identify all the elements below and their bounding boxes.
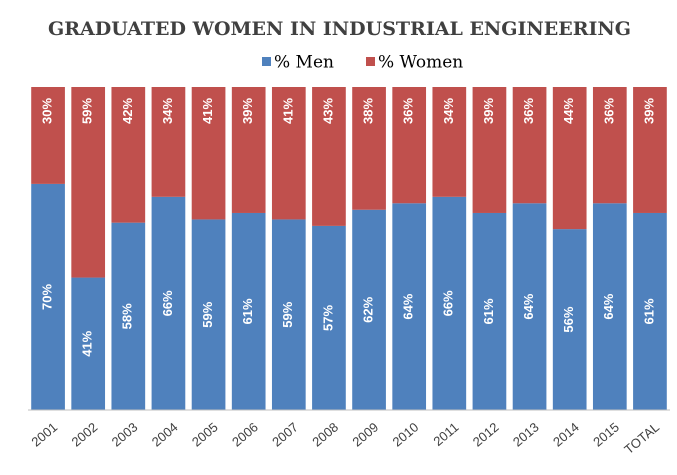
- data-label: 36%: [401, 98, 416, 124]
- data-label: 39%: [240, 98, 255, 124]
- data-label: 39%: [481, 98, 496, 124]
- x-tick-label: 2005: [189, 419, 221, 449]
- data-label: 61%: [481, 298, 496, 324]
- data-label: 70%: [40, 284, 55, 310]
- bar-segment: [111, 87, 146, 223]
- bar-segment: [472, 212, 507, 410]
- data-label: 43%: [320, 98, 335, 124]
- data-label: 64%: [521, 293, 536, 319]
- x-tick-label: 2011: [430, 419, 461, 448]
- data-label: 57%: [320, 305, 335, 331]
- data-label: 30%: [40, 98, 55, 124]
- bar-segment: [31, 87, 65, 184]
- bar-segment: [191, 87, 226, 220]
- x-tick-label: 2014: [550, 419, 582, 449]
- bar-segment: [592, 203, 627, 410]
- data-label: 62%: [361, 296, 376, 322]
- data-label: 34%: [160, 98, 175, 124]
- bar-segment: [271, 87, 306, 220]
- bar-segment: [231, 212, 266, 410]
- bar-segment: [432, 196, 467, 410]
- data-label: 41%: [200, 98, 215, 124]
- x-tick-label: 2001: [28, 419, 60, 449]
- data-label: 36%: [601, 98, 616, 124]
- x-tick-label: 2002: [69, 419, 101, 449]
- bar-segment: [191, 219, 226, 410]
- bar-segment: [271, 219, 306, 410]
- data-label: 34%: [441, 98, 456, 124]
- data-label: 42%: [120, 98, 135, 124]
- data-label: 61%: [240, 298, 255, 324]
- data-label: 59%: [80, 98, 95, 124]
- bar-segment: [111, 222, 146, 410]
- x-tick-label: 2004: [149, 419, 181, 449]
- data-label: 64%: [401, 293, 416, 319]
- data-label: 44%: [561, 98, 576, 124]
- x-tick-label: TOTAL: [621, 419, 662, 457]
- bar-segment: [312, 87, 346, 226]
- x-tick-label: 2012: [470, 419, 502, 449]
- x-tick-label: 2009: [349, 419, 381, 449]
- legend-label: % Women: [378, 53, 463, 73]
- bar-segment: [552, 87, 587, 230]
- bar-segment: [392, 87, 427, 204]
- data-label: 58%: [120, 303, 135, 329]
- x-tick-label: 2010: [390, 419, 422, 449]
- legend-label: % Men: [274, 53, 334, 73]
- legend-swatch: [366, 57, 375, 66]
- bar-segment: [392, 203, 427, 410]
- bar-segment: [352, 87, 386, 210]
- data-label: 36%: [521, 98, 536, 124]
- bar-segment: [633, 212, 667, 410]
- x-tick-label: 2008: [309, 419, 341, 449]
- chart-title: GRADUATED WOMEN IN INDUSTRIAL ENGINEERIN…: [48, 18, 631, 40]
- bar-segment: [472, 87, 507, 213]
- bar-segment: [432, 87, 467, 197]
- bar-segment: [151, 87, 186, 197]
- data-label: 56%: [561, 306, 576, 332]
- x-tick-label: 2003: [109, 419, 141, 449]
- data-label: 64%: [601, 293, 616, 319]
- bar-segment: [71, 277, 106, 410]
- data-label: 41%: [80, 330, 95, 356]
- bar-segment: [312, 225, 346, 410]
- data-label: 59%: [200, 301, 215, 327]
- bar-segment: [352, 209, 386, 410]
- x-tick-label: 2013: [510, 419, 542, 449]
- bar-segment: [592, 87, 627, 204]
- data-label: 39%: [641, 98, 656, 124]
- x-tick-label: 2006: [229, 419, 261, 449]
- data-label: 66%: [160, 290, 175, 316]
- bar-segment: [512, 203, 547, 410]
- x-tick-label: 2015: [590, 419, 622, 449]
- legend-swatch: [262, 57, 271, 66]
- data-label: 66%: [441, 290, 456, 316]
- bar-segment: [552, 229, 587, 410]
- data-label: 59%: [280, 301, 295, 327]
- bar-segment: [512, 87, 547, 204]
- bar-segment: [231, 87, 266, 213]
- x-tick-label: 2007: [269, 419, 301, 449]
- bar-segment: [71, 87, 106, 278]
- bar-segment: [151, 196, 186, 410]
- bar-segment: [633, 87, 667, 213]
- data-label: 41%: [280, 98, 295, 124]
- bar-segment: [31, 183, 65, 410]
- data-label: 38%: [361, 98, 376, 124]
- data-label: 61%: [641, 298, 656, 324]
